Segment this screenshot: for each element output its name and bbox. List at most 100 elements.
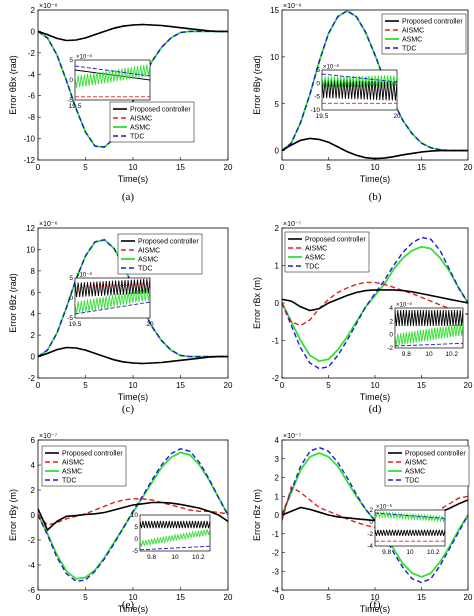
legend-entry: AISMC (62, 460, 84, 467)
y-tick-label: 2 (31, 6, 36, 15)
y-tick-label: 15 (270, 6, 279, 15)
series-line-tdc (38, 30, 228, 148)
y-tick-label: 0 (31, 353, 36, 362)
x-tick-label: 20 (464, 381, 473, 390)
y-tick-label: 0 (275, 511, 280, 520)
inset-y-tick-label: -4 (367, 543, 373, 550)
y-tick-label: 10 (270, 53, 279, 62)
legend-entry: ASMC (138, 257, 158, 264)
legend: Proposed controller AISMC ASMC TDC (284, 231, 370, 273)
legend-entry: Proposed controller (138, 239, 199, 246)
inset-y-tick-label: 0 (369, 519, 373, 526)
y-tick-label: -6 (28, 586, 36, 595)
y-tick-label: -10 (23, 135, 35, 144)
legend-entry: TDC (405, 478, 419, 485)
y-tick-label: 2 (275, 224, 280, 233)
series-line-aismc (38, 498, 228, 526)
panel-caption: (b) (369, 191, 382, 203)
inset-y-tick-label: -2 (387, 345, 393, 352)
zoom-inset: 19.5 20 -10 -5 0 5 ×10⁻⁸ (311, 64, 401, 121)
y-tick-label: -2 (28, 536, 36, 545)
inset-series-proposed-controller (322, 79, 397, 101)
legend-entry: TDC (130, 134, 144, 141)
axis-exponent: ×10⁻⁷ (283, 433, 302, 440)
y-tick-label: 5 (275, 100, 280, 109)
inset-y-tick-label: 4 (389, 305, 393, 312)
series-line-aismc (282, 281, 468, 327)
inset-exponent: ×10⁻⁸ (76, 54, 92, 61)
y-tick-label: -2 (272, 549, 280, 558)
x-tick-label: 20 (224, 593, 233, 602)
y-tick-label: 2 (31, 486, 36, 495)
y-tick-label: 4 (31, 310, 36, 319)
zoom-inset: 19.520-505×10⁻⁸ (67, 54, 154, 111)
inset-y-tick-label: -2 (367, 531, 373, 538)
y-tick-label: -2 (272, 374, 280, 383)
x-tick-label: 5 (326, 381, 331, 390)
inset-x-tick-label: 19.5 (316, 113, 329, 120)
y-axis-label: Error rBy (m) (8, 489, 18, 541)
x-tick-label: 10 (129, 593, 138, 602)
inset-series-proposed-controller (75, 278, 150, 298)
y-tick-label: 1 (275, 262, 280, 271)
series-line-proposed-controller (38, 23, 228, 42)
x-tick-label: 5 (326, 593, 331, 602)
series-line-asmc (282, 245, 468, 363)
y-tick-label: -2 (28, 374, 36, 383)
legend: Proposed controller AISMC ASMC TDC (384, 445, 470, 487)
x-tick-label: 10 (371, 593, 380, 602)
legend-entry: AISMC (405, 460, 427, 467)
y-tick-label: 12 (26, 224, 35, 233)
inset-y-tick-label: -5 (132, 548, 138, 555)
x-tick-label: 5 (83, 593, 88, 602)
x-tick-label: 20 (464, 163, 473, 172)
x-tick-label: 0 (36, 163, 41, 172)
y-tick-label: 2 (275, 474, 280, 483)
zoom-inset: 9.8 10 10.2 -5 0 5 10 (131, 512, 211, 561)
axis-exponent: ×10⁻⁷ (283, 221, 302, 228)
legend-entry: ASMC (405, 469, 425, 476)
legend-entry: TDC (62, 478, 76, 485)
series-line-aismc (282, 137, 468, 160)
axis-exponent: ×10⁻⁶ (283, 3, 302, 10)
x-tick-label: 15 (176, 593, 185, 602)
inset-series-tdc (322, 73, 397, 83)
y-tick-label: -4 (272, 586, 280, 595)
legend: Proposed controller AISMC ASMC TDC (41, 445, 127, 487)
series-line-tdc (282, 446, 468, 584)
inset-x-tick-label: 9.8 (402, 351, 411, 358)
panel-caption: (e) (122, 599, 135, 611)
x-tick-label: 5 (83, 163, 88, 172)
series-line-tdc (38, 448, 228, 583)
x-axis-label: Time(s) (118, 604, 148, 614)
inset-x-tick-label: 20 (146, 321, 154, 328)
x-tick-label: 10 (129, 163, 138, 172)
y-tick-label: 1 (275, 492, 280, 501)
y-tick-label: 0 (31, 27, 36, 36)
series-line-proposed-controller (38, 501, 228, 532)
legend-entry: AISMC (402, 28, 424, 35)
y-axis-label: Error θBx (rad) (8, 55, 18, 115)
y-tick-label: -8 (28, 113, 36, 122)
y-tick-label: 6 (31, 288, 36, 297)
y-tick-label: -1 (272, 337, 280, 346)
inset-x-tick-label: 10 (171, 554, 179, 561)
y-tick-label: 0 (31, 511, 36, 520)
legend: Proposed controller AISMC ASMC TDC (381, 13, 467, 55)
panel-caption: (a) (122, 191, 135, 203)
y-tick-label: 3 (275, 455, 280, 464)
inset-y-tick-label: 5 (69, 57, 73, 64)
legend-entry: AISMC (138, 248, 160, 255)
legend: Proposed controller AISMC ASMC TDC (117, 233, 203, 275)
inset-y-tick-label: 2 (389, 318, 393, 325)
inset-y-tick-label: 0 (316, 80, 320, 87)
legend-entry: Proposed controller (305, 237, 366, 244)
x-tick-label: 20 (224, 163, 233, 172)
inset-x-tick-label: 19.5 (69, 321, 82, 328)
legend-entry: Proposed controller (130, 107, 191, 114)
x-tick-label: 0 (280, 381, 285, 390)
inset-series-asmc (140, 528, 210, 547)
x-tick-label: 0 (36, 593, 41, 602)
x-tick-label: 20 (464, 593, 473, 602)
legend-entry: Proposed controller (405, 451, 466, 458)
